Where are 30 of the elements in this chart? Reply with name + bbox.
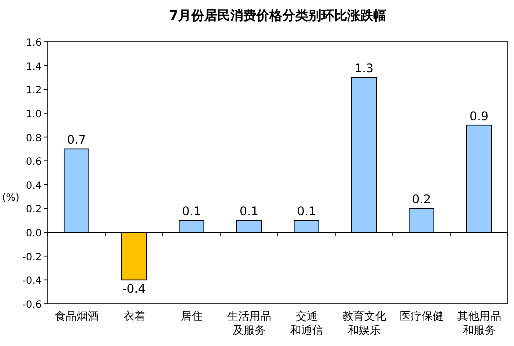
x-tick-label: 其他用品和服务 — [457, 310, 502, 337]
data-label: 0.9 — [470, 109, 489, 124]
x-tick-label: 生活用品及服务 — [227, 310, 272, 337]
data-label: 1.3 — [354, 62, 374, 76]
y-tick-label: 1.4 — [26, 62, 42, 73]
data-label: 0.1 — [297, 204, 316, 219]
x-tick-label: 医疗保健 — [400, 310, 444, 323]
y-axis-title: (%) — [2, 192, 20, 204]
y-tick-label: 0.0 — [26, 228, 42, 240]
x-tick-label: 交通和通信 — [290, 310, 324, 337]
y-tick-label: 1.0 — [26, 109, 42, 120]
data-label: 0.1 — [182, 204, 202, 219]
chart-title: 7月份居民消费价格分类别环比涨跌幅 — [169, 9, 387, 24]
y-tick-label: 0.4 — [26, 180, 42, 192]
y-tick-label: -0.4 — [22, 276, 42, 288]
data-label: -0.4 — [122, 282, 146, 296]
y-tick-label: 0.6 — [26, 157, 42, 168]
x-tick-label: 衣着 — [123, 310, 146, 323]
x-tick-label: 居住 — [180, 310, 203, 323]
data-label: 0.2 — [412, 192, 432, 207]
data-label: 0.1 — [240, 204, 259, 219]
y-tick-label: 0.2 — [26, 204, 42, 216]
y-tick-label: -0.6 — [22, 300, 42, 311]
data-label: 0.7 — [67, 133, 86, 148]
y-tick-label: 1.6 — [26, 38, 42, 49]
x-tick-label: 教育文化和娱乐 — [342, 310, 386, 337]
y-tick-label: -0.2 — [22, 252, 42, 264]
x-tick-label: 食品烟酒 — [54, 310, 99, 323]
y-tick-label: 0.8 — [26, 133, 42, 144]
y-tick-label: 1.2 — [26, 86, 42, 97]
